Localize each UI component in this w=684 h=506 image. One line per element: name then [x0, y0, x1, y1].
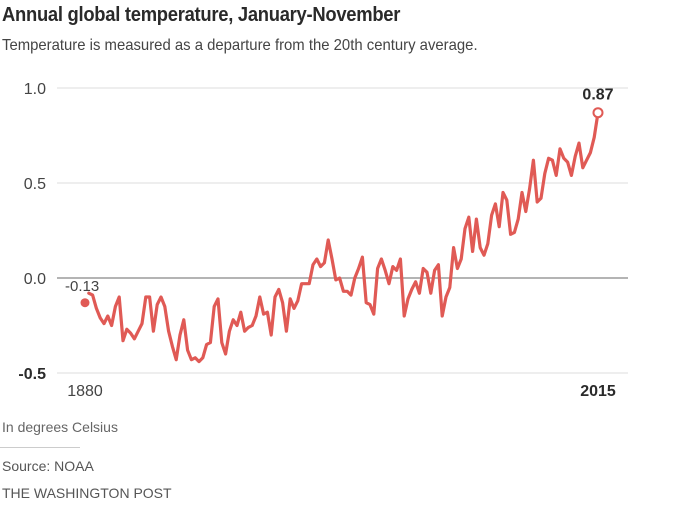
end-point-label: 0.87 — [582, 87, 613, 104]
start-point-label: -0.13 — [65, 278, 99, 295]
x-axis-ticks: 1880 2015 — [67, 383, 616, 400]
units-note: In degrees Celsius — [2, 419, 118, 435]
chart-title: Annual global temperature, January-Novem… — [2, 4, 401, 26]
grid-lines — [57, 87, 628, 374]
y-axis-ticks: 1.0 0.5 0.0 -0.5 — [18, 81, 46, 383]
publisher-credit: THE WASHINGTON POST — [2, 485, 172, 501]
source-note: Source: NOAA — [2, 458, 94, 474]
y-tick-label: -0.5 — [18, 366, 46, 383]
temperature-series-line — [87, 111, 600, 364]
footer-divider — [0, 447, 80, 448]
end-point-marker — [592, 107, 604, 119]
chart-subtitle: Temperature is measured as a departure f… — [2, 37, 478, 54]
x-tick-label: 1880 — [67, 383, 103, 400]
y-tick-label: 0.0 — [24, 271, 46, 288]
y-tick-label: 1.0 — [24, 81, 46, 98]
y-tick-label: 0.5 — [24, 176, 46, 193]
x-tick-label: 2015 — [580, 383, 616, 400]
start-point-marker — [80, 298, 90, 308]
